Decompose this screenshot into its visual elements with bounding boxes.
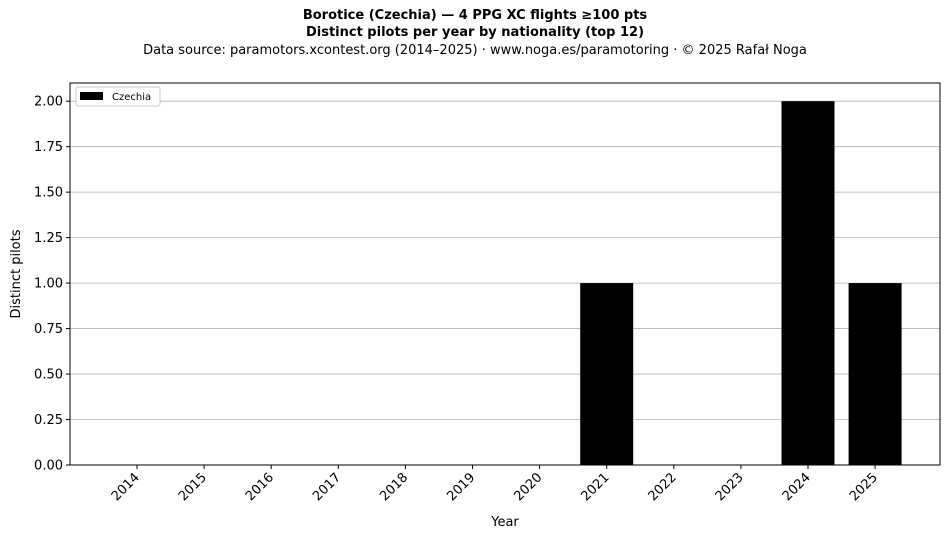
y-tick-label: 1.00 [34,277,63,292]
y-tick-label: 0.50 [34,368,63,383]
x-tick-label: 2014 [109,470,143,504]
y-axis-label: Distinct pilots [9,229,24,318]
x-tick-label: 2019 [444,470,478,504]
x-tick-label: 2016 [243,470,277,504]
x-tick-label: 2025 [847,470,881,504]
x-tick-label: 2015 [176,470,210,504]
y-tick-label: 0.25 [34,413,63,428]
y-tick-label: 0.00 [34,459,63,474]
legend: Czechia [75,86,161,107]
chart-subtitle: Distinct pilots per year by nationality … [305,25,645,40]
chart-title: Borotice (Czechia) — 4 PPG XC flights ≥1… [302,8,648,23]
x-tick-label: 2017 [310,470,344,504]
y-tick-label: 1.25 [34,231,63,246]
bar-2021 [580,283,634,465]
x-axis: 2014 2015 2016 2017 2018 2019 2020 2021 2022 2023… [109,465,881,504]
x-axis-label: Year [490,515,519,530]
y-tick-label: 2.00 [34,95,63,110]
legend-swatch-czechia [80,92,103,100]
x-tick-label: 2022 [646,470,680,504]
x-tick-label: 2018 [377,470,411,504]
bar-2024 [781,101,835,465]
x-tick-label: 2023 [713,470,747,504]
bars [580,101,902,465]
legend-label-czechia: Czechia [112,92,151,103]
y-axis: 0.00 0.25 0.50 0.75 1.00 1.25 1.50 1.75 2.00 [34,95,70,474]
legend-box [75,86,161,107]
data-source-note: Data source: paramotors.xcontest.org (20… [143,43,807,58]
x-tick-label: 2020 [511,470,545,504]
y-tick-label: 0.75 [34,322,63,337]
y-tick-label: 1.75 [34,140,63,155]
x-tick-label: 2024 [780,470,814,504]
y-tick-label: 1.50 [34,186,63,201]
plot-frame [69,82,941,466]
bar-2025 [848,283,902,465]
x-tick-label: 2021 [579,470,613,504]
